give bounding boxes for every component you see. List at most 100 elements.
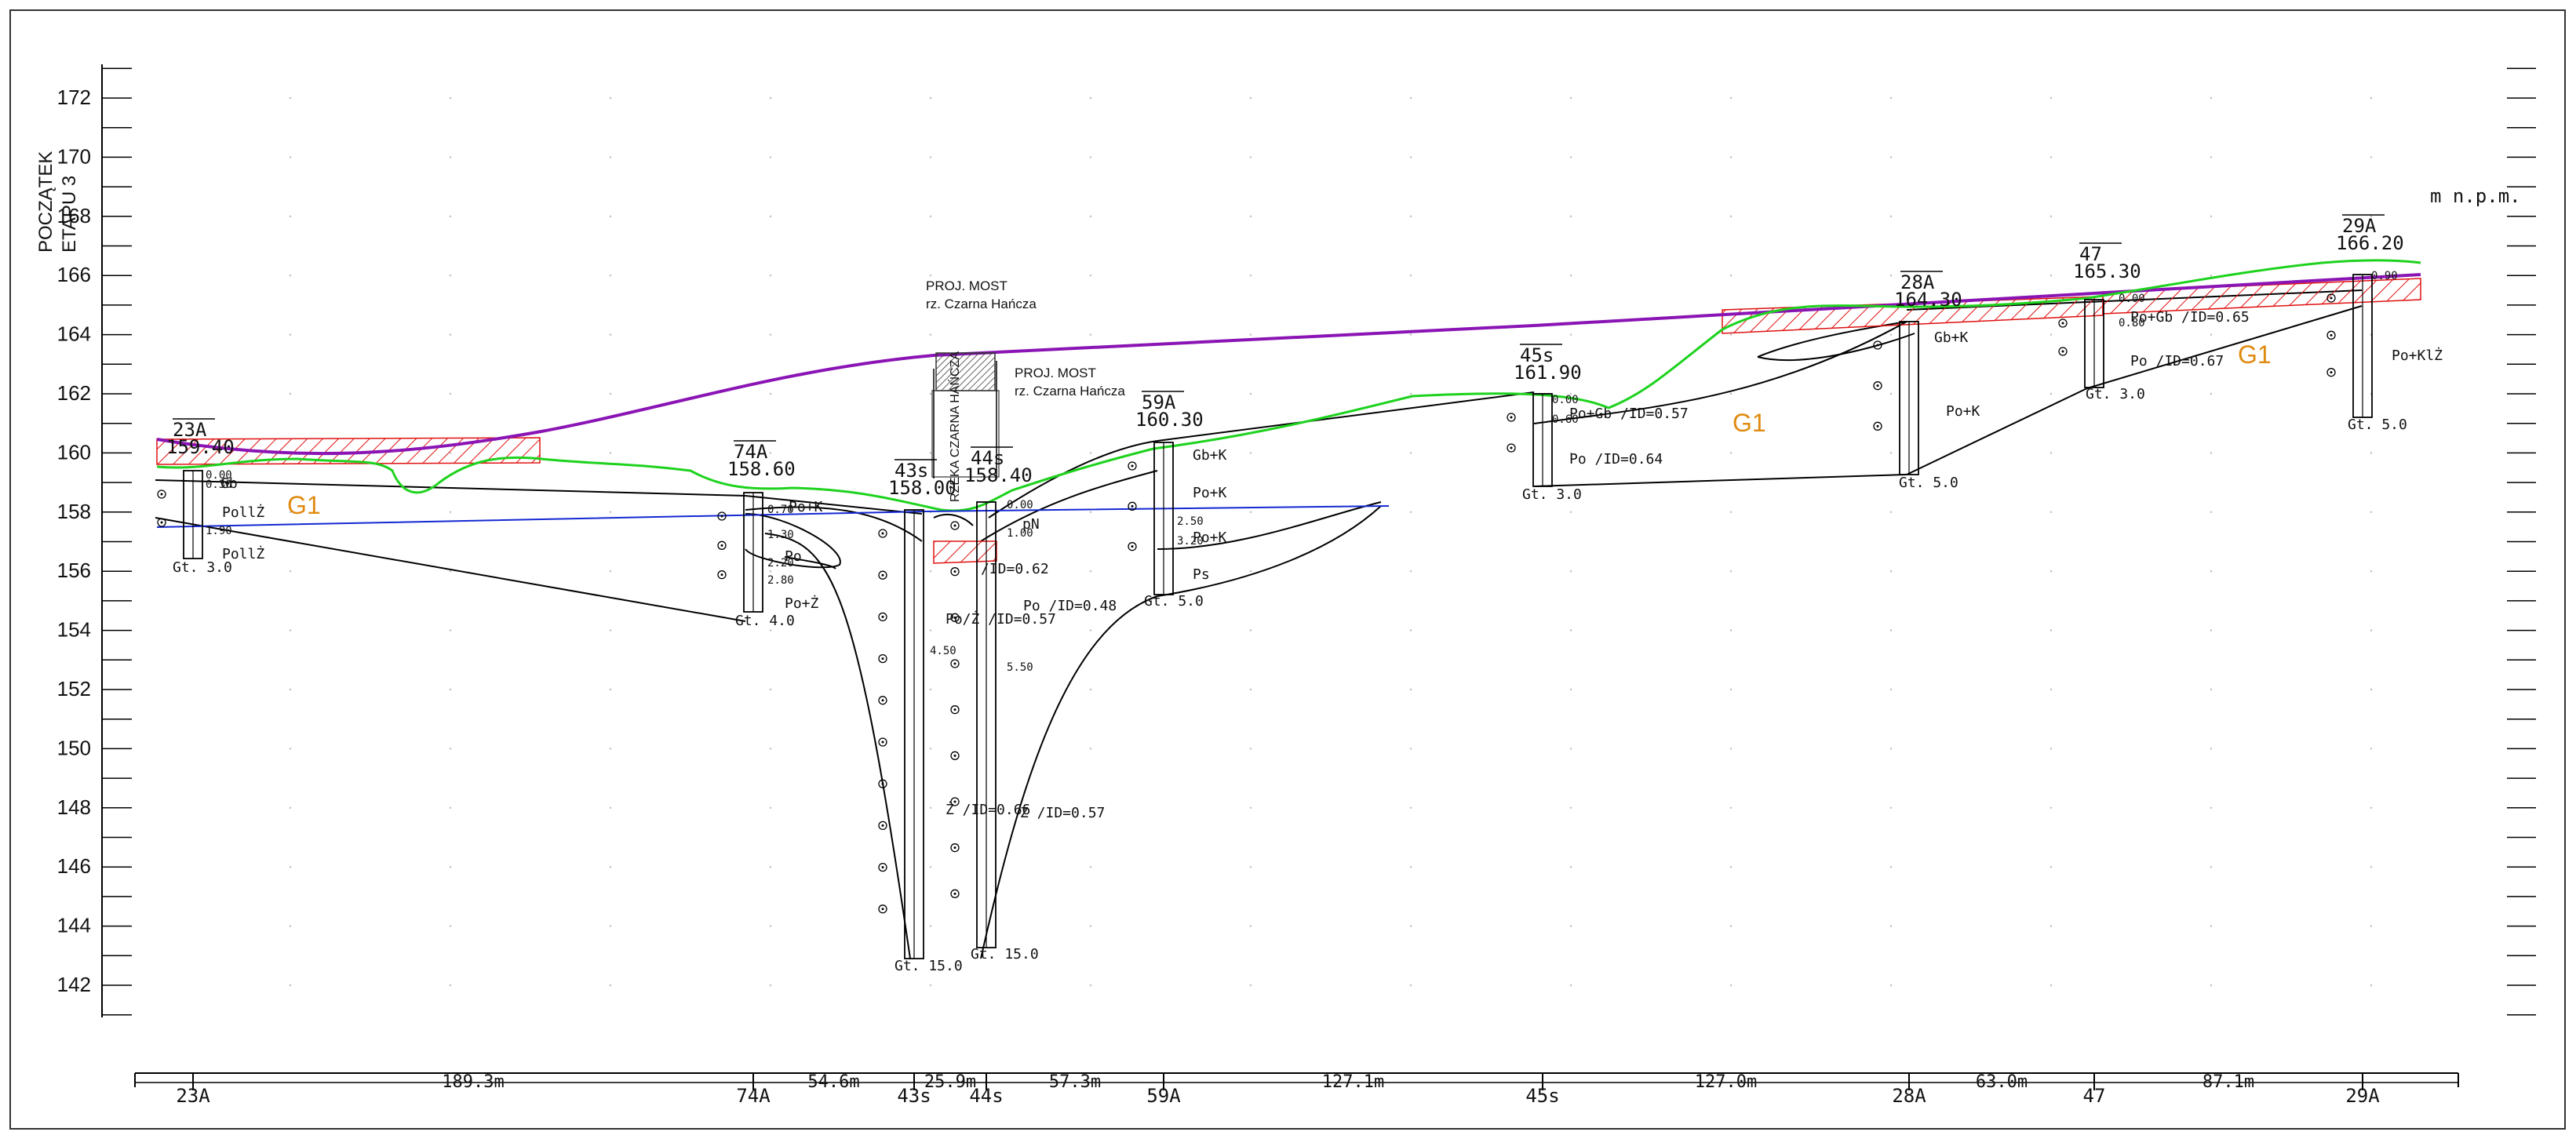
borehole-bottom-depth: Gt. 15.0 bbox=[894, 958, 963, 974]
elevation-tick-label: 160 bbox=[57, 440, 91, 464]
svg-text:5.50: 5.50 bbox=[1007, 661, 1033, 674]
soil-label: Po+KlŻ bbox=[2392, 348, 2443, 364]
elevation-tick-label: 166 bbox=[57, 263, 91, 286]
soil-label: Po /ID=0.64 bbox=[1569, 451, 1663, 468]
station-label: 59A bbox=[1146, 1085, 1181, 1107]
svg-text:PROJ. MOST: PROJ. MOST bbox=[926, 278, 1007, 293]
borehole-elevation: 164.30 bbox=[1894, 289, 1962, 311]
bridge-label-1: PROJ. MOST rz. Czarna Hańcza bbox=[926, 278, 1037, 311]
right-tick-column bbox=[2507, 68, 2536, 1014]
svg-text:PROJ. MOST: PROJ. MOST bbox=[1015, 366, 1096, 380]
zone-label-g1-a: G1 bbox=[287, 491, 321, 519]
svg-text:0.30: 0.30 bbox=[206, 479, 232, 491]
svg-text:1.30: 1.30 bbox=[767, 529, 794, 541]
station-label: 74A bbox=[736, 1085, 771, 1107]
soil-label: Po+K bbox=[1946, 403, 1980, 420]
svg-text:1.00: 1.00 bbox=[1007, 527, 1033, 540]
soil-label: /ID=0.62 bbox=[981, 561, 1049, 577]
borehole-elevation: 161.90 bbox=[1514, 362, 1582, 384]
borehole-bottom-depth: Gt. 5.0 bbox=[1899, 475, 1958, 491]
borehole-elevation: 158.60 bbox=[727, 458, 796, 480]
elevation-tick-label: 154 bbox=[57, 618, 91, 642]
station-ruler: 23A 74A 43s 44s 59A 45s 28A 47 29A189.3m 54.6m 25.… bbox=[176, 1072, 2380, 1107]
borehole-bottom-depth: Gt. 3.0 bbox=[1522, 486, 1582, 503]
station-label: 29A bbox=[2345, 1085, 2380, 1107]
borehole-elevation: 159.40 bbox=[166, 436, 235, 458]
distance-label: 127.1m bbox=[1322, 1072, 1384, 1092]
elevation-tick-label: 164 bbox=[57, 322, 91, 346]
borehole-29A: 29A166.20Gt. 5.0 bbox=[2327, 215, 2407, 433]
elevation-tick-label: 150 bbox=[57, 736, 91, 759]
borehole-elevation: 166.20 bbox=[2336, 232, 2404, 254]
svg-text:0.00: 0.00 bbox=[1007, 499, 1033, 511]
borehole-bottom-depth: Gt. 5.0 bbox=[2348, 417, 2407, 433]
distance-label: 127.0m bbox=[1695, 1072, 1757, 1092]
soil-label: PollŻ bbox=[222, 504, 264, 521]
distance-label: 87.1m bbox=[2203, 1072, 2254, 1092]
svg-text:0.00: 0.00 bbox=[2119, 293, 2145, 305]
borehole-bottom-depth: Gt. 5.0 bbox=[1144, 593, 1204, 610]
svg-text:0.70: 0.70 bbox=[767, 504, 794, 516]
svg-text:2.80: 2.80 bbox=[767, 574, 794, 587]
borehole-elevation: 158.40 bbox=[964, 464, 1033, 486]
soil-label: Po+Gb /ID=0.65 bbox=[2130, 309, 2250, 326]
svg-text:0.00: 0.00 bbox=[1552, 394, 1579, 406]
distance-label: 63.0m bbox=[1976, 1072, 2028, 1092]
borehole-elevation: 165.30 bbox=[2073, 260, 2141, 282]
station-label: 47 bbox=[2083, 1085, 2106, 1107]
soil-label: Po /ID=0.48 bbox=[1023, 598, 1117, 614]
distance-label: 57.3m bbox=[1049, 1072, 1101, 1092]
elevation-tick-label: 144 bbox=[57, 914, 91, 937]
svg-text:rz. Czarna Hańcza: rz. Czarna Hańcza bbox=[1015, 384, 1125, 398]
svg-text:2.50: 2.50 bbox=[1177, 515, 1204, 528]
borehole-bottom-depth: Gt. 4.0 bbox=[735, 613, 795, 629]
elevation-tick-label: 148 bbox=[57, 795, 91, 819]
soil-label: Gb+K bbox=[1934, 329, 1969, 346]
soil-label: Gb+K bbox=[1193, 447, 1227, 464]
unit-label: m n.p.m. bbox=[2430, 185, 2521, 207]
elevation-tick-label: 146 bbox=[57, 854, 91, 878]
elevation-tick-label: 158 bbox=[57, 500, 91, 523]
soil-label: Ps bbox=[1193, 566, 1210, 583]
borehole-bottom-depth: Gt. 3.0 bbox=[2086, 386, 2145, 402]
svg-text:rz. Czarna Hańcza: rz. Czarna Hańcza bbox=[926, 297, 1037, 311]
svg-text:1.90: 1.90 bbox=[206, 525, 232, 537]
elevation-tick-label: 172 bbox=[57, 86, 91, 109]
bridge-label-2: PROJ. MOST rz. Czarna Hańcza bbox=[1015, 366, 1125, 398]
svg-text:2.20: 2.20 bbox=[767, 557, 794, 570]
elevation-tick-label: 156 bbox=[57, 559, 91, 582]
zone-label-g1-c: G1 bbox=[2238, 340, 2272, 369]
depth-marks: 0.00 0.30 1.90 0.70 1.30 2.20 2.80 4.50 … bbox=[206, 270, 2398, 674]
title-line-2: ETAPU 3 bbox=[59, 176, 80, 253]
borehole-elevation: 160.30 bbox=[1135, 409, 1204, 431]
distance-label: 25.9m bbox=[924, 1072, 976, 1092]
station-label: 23A bbox=[176, 1085, 210, 1107]
soil-label: Ż /ID=0.66 bbox=[946, 802, 1030, 818]
elevation-tick-label: 142 bbox=[57, 973, 91, 996]
distance-label: 189.3m bbox=[442, 1072, 504, 1092]
title-line-1: POCZĄTEK bbox=[35, 151, 56, 253]
zone-label-g1-b: G1 bbox=[1733, 409, 1766, 437]
svg-text:4.50: 4.50 bbox=[930, 645, 956, 657]
borehole-bottom-depth: Gt. 15.0 bbox=[971, 946, 1039, 963]
svg-text:3.20: 3.20 bbox=[1177, 535, 1204, 548]
svg-text:0.80: 0.80 bbox=[2119, 317, 2145, 329]
soil-label: Ż /ID=0.57 bbox=[1020, 805, 1105, 821]
elevation-tick-label: 162 bbox=[57, 381, 91, 405]
station-label: 45s bbox=[1525, 1085, 1559, 1107]
elevation-tick-label: 170 bbox=[57, 144, 91, 168]
elevation-tick-label: 152 bbox=[57, 677, 91, 701]
terrain-line bbox=[157, 260, 2421, 511]
borehole-elevation: 158.00 bbox=[888, 477, 956, 499]
soil-label: Po+K bbox=[1193, 485, 1227, 501]
soil-label: PollŻ bbox=[222, 546, 264, 562]
svg-text:0.60: 0.60 bbox=[1552, 413, 1579, 426]
soil-label: Po+Gb /ID=0.57 bbox=[1569, 406, 1689, 422]
soil-label: Po /ID=0.67 bbox=[2130, 353, 2224, 369]
distance-label: 54.6m bbox=[807, 1072, 859, 1092]
svg-text:0.90: 0.90 bbox=[2371, 270, 2398, 282]
layer-boundaries bbox=[155, 290, 2362, 959]
